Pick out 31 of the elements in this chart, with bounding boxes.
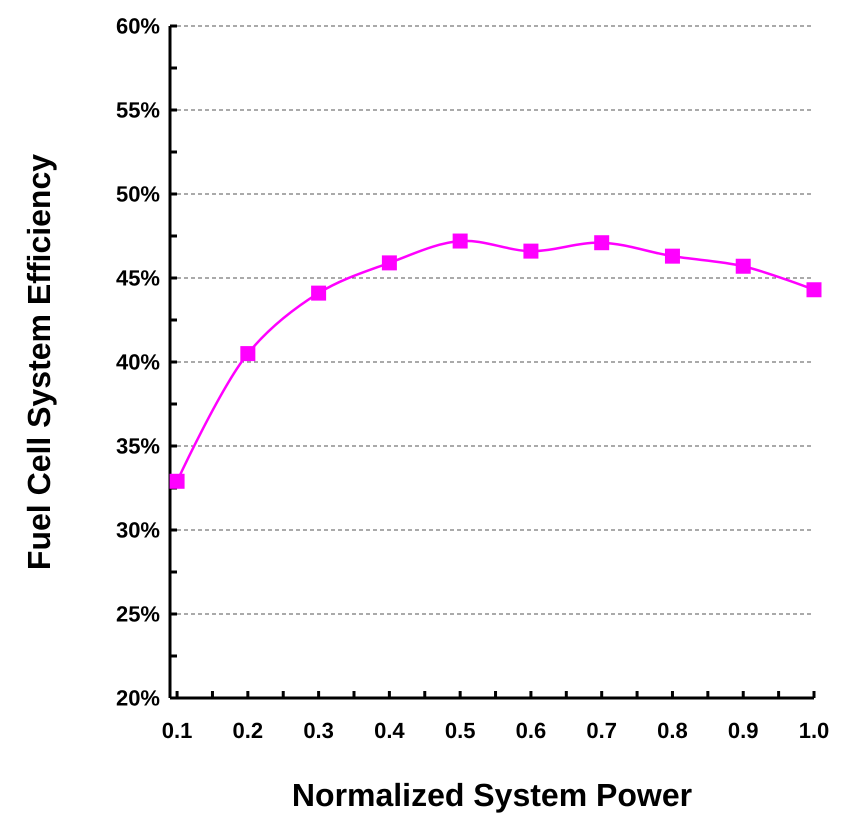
x-tick-label: 0.6 xyxy=(516,718,546,743)
y-tick-label: 60% xyxy=(116,14,160,39)
x-tick-label: 1.0 xyxy=(798,718,830,743)
x-tick-label: 0.5 xyxy=(444,718,476,743)
y-tick-label: 25% xyxy=(116,602,160,627)
x-tick-label: 0.1 xyxy=(162,718,192,743)
x-tick-label: 0.4 xyxy=(374,718,406,743)
x-tick-label: 0.9 xyxy=(728,718,759,743)
y-tick-label: 30% xyxy=(116,518,160,543)
point xyxy=(736,258,751,274)
point xyxy=(452,234,468,249)
y-tick-label: 20% xyxy=(116,686,160,711)
x-tick-label: 0.7 xyxy=(586,718,617,743)
y-tick-label: 50% xyxy=(116,182,160,207)
x-tick-label: 0.3 xyxy=(303,718,334,743)
y-tick-label: 40% xyxy=(116,350,160,375)
point xyxy=(594,235,610,250)
point xyxy=(170,474,185,489)
x-tick-label: 0.2 xyxy=(232,718,264,743)
y-tick-label: 35% xyxy=(116,434,160,459)
x-axis-title: Normalized System Power xyxy=(292,777,692,813)
y-tick-label: 45% xyxy=(116,266,160,291)
x-tick-label: 0.8 xyxy=(657,718,688,743)
point xyxy=(664,248,680,264)
point xyxy=(311,286,326,301)
point xyxy=(240,346,256,362)
y-axis-title: Fuel Cell System Efficiency xyxy=(21,154,57,570)
y-tick-label: 55% xyxy=(116,98,160,123)
point xyxy=(382,255,397,270)
point xyxy=(806,282,822,298)
point xyxy=(523,244,538,259)
